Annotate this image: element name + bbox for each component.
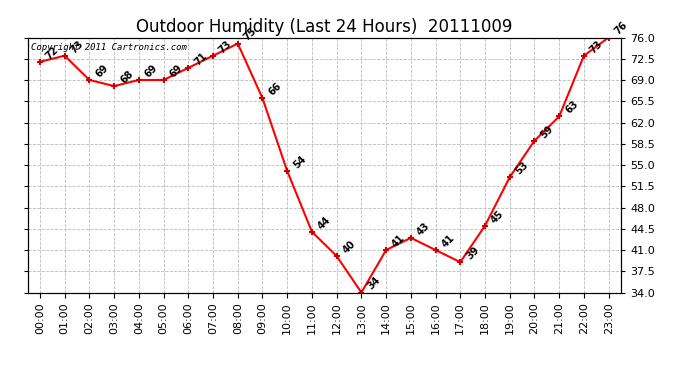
Text: 71: 71 [193, 51, 209, 67]
Text: 73: 73 [69, 38, 86, 55]
Text: 44: 44 [316, 214, 333, 231]
Text: 68: 68 [118, 69, 135, 85]
Text: 75: 75 [242, 26, 259, 43]
Text: 69: 69 [168, 63, 184, 79]
Text: 41: 41 [391, 232, 407, 249]
Text: 53: 53 [514, 160, 531, 176]
Text: 72: 72 [44, 44, 61, 61]
Text: 40: 40 [341, 238, 357, 255]
Text: 63: 63 [563, 99, 580, 116]
Text: 34: 34 [366, 275, 382, 292]
Text: 69: 69 [143, 63, 159, 79]
Text: 59: 59 [539, 123, 555, 140]
Text: 43: 43 [415, 220, 432, 237]
Text: 45: 45 [489, 209, 506, 225]
Text: 54: 54 [291, 154, 308, 170]
Text: 66: 66 [266, 81, 284, 98]
Text: 41: 41 [440, 232, 456, 249]
Text: 76: 76 [613, 20, 629, 37]
Text: 73: 73 [217, 38, 234, 55]
Text: Copyright 2011 Cartronics.com: Copyright 2011 Cartronics.com [30, 43, 186, 52]
Text: 69: 69 [94, 63, 110, 79]
Title: Outdoor Humidity (Last 24 Hours)  20111009: Outdoor Humidity (Last 24 Hours) 2011100… [136, 18, 513, 36]
Text: 39: 39 [464, 245, 481, 261]
Text: 73: 73 [588, 38, 604, 55]
